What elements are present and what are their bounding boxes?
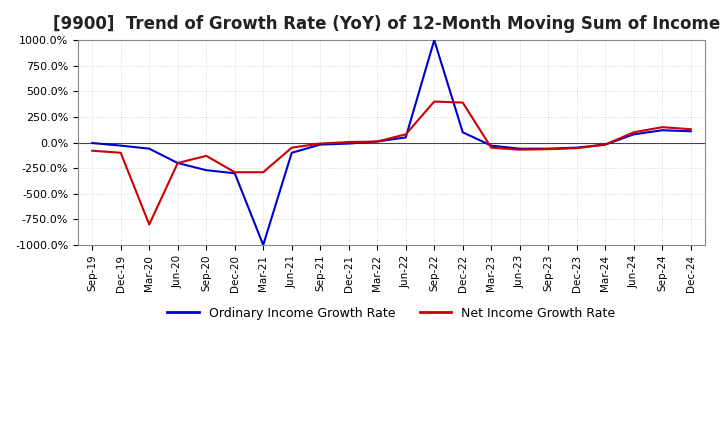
Legend: Ordinary Income Growth Rate, Net Income Growth Rate: Ordinary Income Growth Rate, Net Income … [163,302,621,325]
Title: [9900]  Trend of Growth Rate (YoY) of 12-Month Moving Sum of Incomes: [9900] Trend of Growth Rate (YoY) of 12-… [53,15,720,33]
